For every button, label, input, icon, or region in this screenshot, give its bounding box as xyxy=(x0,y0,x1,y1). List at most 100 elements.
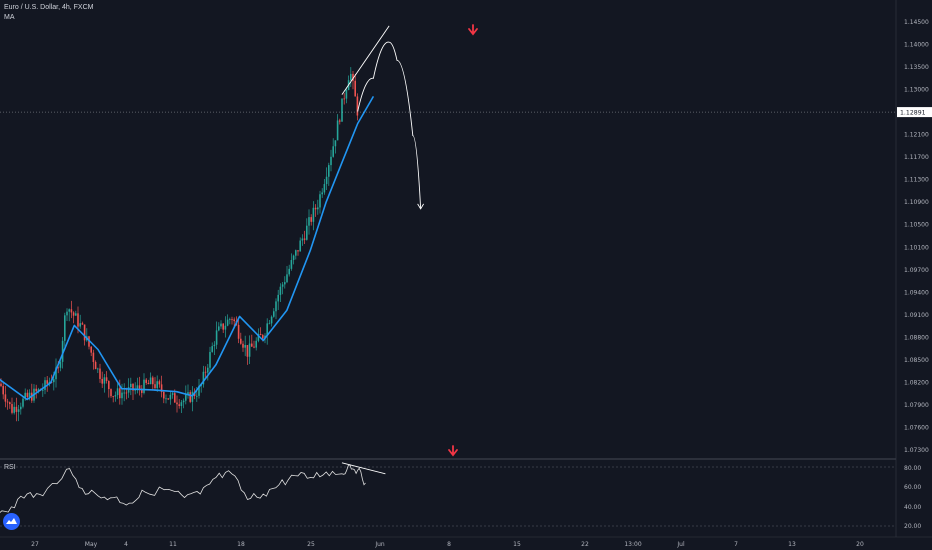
rsi-label[interactable]: RSI xyxy=(4,464,16,471)
candle-body xyxy=(143,379,145,393)
candle-body xyxy=(57,367,59,369)
candle-body xyxy=(202,371,205,385)
logo-mountain-icon xyxy=(6,518,17,524)
candle-body xyxy=(66,311,68,316)
candle-body xyxy=(334,140,337,147)
resistance-trendline[interactable] xyxy=(341,25,390,95)
candle-body xyxy=(255,340,257,348)
candle-body xyxy=(180,402,183,406)
candle-body xyxy=(253,346,255,348)
candle-body xyxy=(191,391,194,402)
candle-body xyxy=(268,323,271,325)
candle-body xyxy=(79,323,81,327)
price-axis-tick: 1.12100 xyxy=(904,132,929,139)
candle-body xyxy=(213,344,216,347)
candle-body xyxy=(295,250,297,256)
candle-body xyxy=(110,389,112,397)
candle-body xyxy=(141,388,143,393)
candle-body xyxy=(55,367,57,380)
candle-body xyxy=(308,217,310,226)
price-axis-tick: 1.08800 xyxy=(904,334,929,341)
indicator-label[interactable]: MA xyxy=(4,14,15,21)
candle-body xyxy=(299,240,301,252)
candle-body xyxy=(218,326,220,331)
candle-body xyxy=(215,330,218,345)
symbol-title[interactable]: Euro / U.S. Dollar, 4h, FXCM xyxy=(4,4,94,11)
candle-body xyxy=(339,120,341,122)
price-axis-tick: 1.08500 xyxy=(904,357,929,364)
rsi-axis-tick: 60.00 xyxy=(904,484,921,491)
candle-body xyxy=(46,380,48,384)
candle-body xyxy=(273,311,275,317)
candle-body xyxy=(204,371,207,373)
rsi-divergence-line[interactable] xyxy=(341,462,386,475)
candle-body xyxy=(314,207,317,210)
time-axis-tick: 20 xyxy=(856,541,864,548)
candle-body xyxy=(270,316,273,324)
candle-body xyxy=(231,319,233,320)
candle-body xyxy=(328,165,330,177)
price-axis-tick: 1.10500 xyxy=(904,222,929,229)
candle-body xyxy=(343,98,345,100)
tradingview-logo[interactable] xyxy=(3,513,20,530)
candle-body xyxy=(303,238,306,240)
candle-body xyxy=(262,335,264,339)
candle-body xyxy=(246,345,249,357)
candle-body xyxy=(356,96,359,116)
time-axis-tick: 13 xyxy=(788,541,796,548)
candle-body xyxy=(207,367,209,373)
candle-body xyxy=(68,309,70,312)
rsi-sell-arrow-icon-glyph xyxy=(448,445,458,457)
current-price-label-bg xyxy=(897,107,932,118)
rsi-axis-tick: 40.00 xyxy=(904,504,921,511)
candle-body xyxy=(306,225,308,240)
candle-body xyxy=(244,345,246,348)
candle-body xyxy=(354,80,356,97)
candle-body xyxy=(317,207,319,210)
candle-body xyxy=(77,313,79,327)
candle-body xyxy=(152,377,154,385)
candle-body xyxy=(242,343,244,348)
projected-path-line[interactable] xyxy=(357,41,422,208)
rsi-line[interactable] xyxy=(0,464,366,514)
ma-line[interactable] xyxy=(0,95,375,401)
candle-body xyxy=(136,385,139,389)
price-axis-tick: 1.11300 xyxy=(904,177,929,184)
candle-body xyxy=(154,384,156,389)
time-axis-tick: 27 xyxy=(31,541,39,548)
candle-body xyxy=(257,334,260,341)
candle-body xyxy=(229,319,231,320)
candle-body xyxy=(127,387,130,393)
current-price-label[interactable]: 1.12891 xyxy=(900,110,926,117)
price-axis-tick: 1.09700 xyxy=(904,267,929,274)
candle-body xyxy=(59,361,62,368)
price-axis-tick: 1.10100 xyxy=(904,244,929,251)
time-axis-tick: 15 xyxy=(513,541,521,548)
time-axis-tick: Jun xyxy=(374,541,385,548)
candle-body xyxy=(174,393,176,403)
candle-body xyxy=(105,377,108,381)
candle-body xyxy=(165,398,167,400)
candle-body xyxy=(330,156,332,166)
candle-body xyxy=(224,325,227,330)
candle-body xyxy=(288,268,290,275)
candle-body xyxy=(108,380,110,390)
candle-body xyxy=(156,381,158,389)
candle-body xyxy=(88,336,90,347)
candle-body xyxy=(352,73,354,81)
candle-body xyxy=(266,323,268,336)
candle-body xyxy=(310,217,312,222)
candle-body xyxy=(321,192,323,195)
candle-body xyxy=(167,398,169,400)
price-axis-tick: 1.07300 xyxy=(904,447,929,454)
candle-body xyxy=(119,388,121,399)
price-axis-tick: 1.11700 xyxy=(904,154,929,161)
candle-body xyxy=(259,334,262,336)
candle-body xyxy=(145,379,147,383)
price-axis-tick: 1.08200 xyxy=(904,379,929,386)
time-axis-tick: 13:00 xyxy=(624,541,641,548)
price-axis-tick: 1.09100 xyxy=(904,312,929,319)
candle-body xyxy=(284,282,286,285)
sell-arrow-icon-glyph xyxy=(468,24,478,36)
